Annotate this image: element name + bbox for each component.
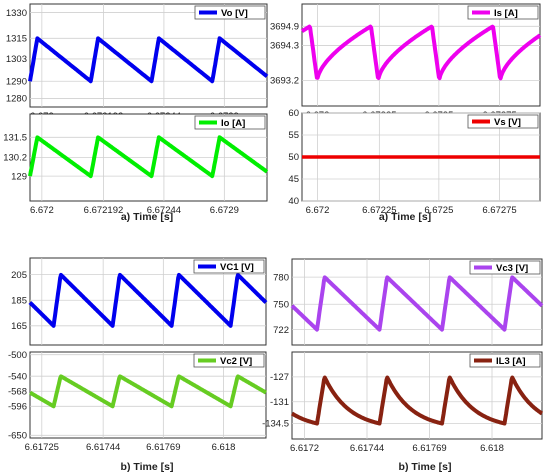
p1-frame (29, 3, 268, 108)
caption-b-right: b) Time [s] (399, 461, 452, 473)
p6-ytick-2: -568 (8, 386, 27, 397)
p5-ytick-2: 205 (11, 270, 27, 281)
p2-ytick-2: 131.5 (3, 133, 27, 144)
p7-series-line (290, 275, 544, 332)
p6-legend-label: Vc2 [V] (220, 356, 252, 367)
p7-ytick-2: 780 (273, 272, 289, 283)
p2-xtick-0: 6.672 (30, 205, 54, 216)
p5-legend-box (193, 259, 265, 274)
p4-xtick-1: 6.67225 (362, 205, 396, 216)
p7-legend-label: Vc3 [V] (496, 263, 528, 274)
p4-ytick-3: 55 (288, 130, 299, 141)
p2-legend-box (194, 115, 266, 130)
p1-ytick-3: 1315 (6, 34, 27, 45)
p1-legend-box (194, 5, 266, 20)
p8-ytick-1: -131 (270, 397, 289, 408)
p6-ytick-3: -596 (8, 401, 27, 412)
p8-xtick-1: 6.61744 (350, 443, 384, 454)
p4-xtick-2: 6.6725 (424, 205, 453, 216)
p8-xtick-0: 6.6172 (290, 443, 319, 454)
p7-ytick-1: 750 (273, 299, 289, 310)
p8-xtick-3: 6.618 (480, 443, 504, 454)
p2-xtick-1: 6.672192 (84, 205, 124, 216)
p8-xtick-2: 6.61769 (412, 443, 446, 454)
p8-series-line (290, 375, 544, 426)
p4-xtick-0: 6.672 (306, 205, 330, 216)
p2-ytick-0: 129 (11, 171, 27, 182)
p3-ytick-1: 3694.3 (270, 41, 299, 52)
p7-ytick-0: 722 (273, 325, 289, 336)
p6-ytick-1: -540 (8, 371, 27, 382)
p1-ytick-2: 1303 (6, 54, 27, 65)
p7-legend-box (469, 260, 541, 275)
p6-series-line (28, 374, 268, 409)
p5-ytick-1: 185 (11, 295, 27, 306)
p4-ytick-0: 40 (288, 196, 299, 207)
p4-xtick-3: 6.67275 (482, 205, 516, 216)
p8-ytick-0: -127 (270, 372, 289, 383)
p5-ytick-0: 165 (11, 321, 27, 332)
p6-legend-box (193, 353, 265, 368)
p5-series-line (28, 272, 268, 328)
caption-a-right: a) Time [s] (379, 211, 431, 223)
caption-b-left: b) Time [s] (121, 461, 174, 473)
p3-frame (301, 3, 541, 107)
p4-legend-box (467, 114, 539, 129)
p5-legend-label: VC1 [V] (220, 262, 254, 273)
p6-xtick-0: 6.61725 (25, 442, 59, 453)
p6-ytick-4: -650 (8, 431, 27, 442)
p8-legend-box (469, 353, 541, 368)
p8-legend-label: IL3 [A] (496, 356, 526, 367)
p3-legend-box (467, 5, 539, 20)
p4-ytick-4: 60 (288, 108, 299, 119)
p7-frame (291, 258, 543, 346)
p3-series-line (300, 24, 542, 81)
p8-ytick-2: -134.5 (262, 419, 289, 430)
p1-ytick-4: 1330 (6, 8, 27, 19)
p1-series-line (28, 36, 269, 84)
p2-xtick-3: 6.6729 (210, 205, 239, 216)
p1-ytick-0: 1280 (6, 94, 27, 105)
p4-ytick-2: 50 (288, 152, 299, 163)
p4-legend-label: Vs [V] (494, 117, 521, 128)
p3-ytick-0: 3693.2 (270, 76, 299, 87)
p4-ytick-1: 45 (288, 174, 299, 185)
p3-ytick-2: 3694.9 (270, 22, 299, 33)
p2-legend-label: Io [A] (221, 118, 245, 129)
p1-legend-label: Vo [V] (221, 8, 248, 19)
p3-legend-label: Is [A] (494, 8, 518, 19)
caption-a-left: a) Time [s] (121, 211, 173, 223)
p6-xtick-3: 6.618 (212, 442, 236, 453)
p1-ytick-1: 1290 (6, 76, 27, 87)
p6-ytick-0: -500 (8, 350, 27, 361)
p2-series-line (28, 135, 269, 179)
p6-xtick-1: 6.61744 (86, 442, 120, 453)
p2-ytick-1: 130.2 (3, 153, 27, 164)
p2-xtick-2: 6.67244 (147, 205, 181, 216)
p6-xtick-2: 6.61769 (146, 442, 180, 453)
